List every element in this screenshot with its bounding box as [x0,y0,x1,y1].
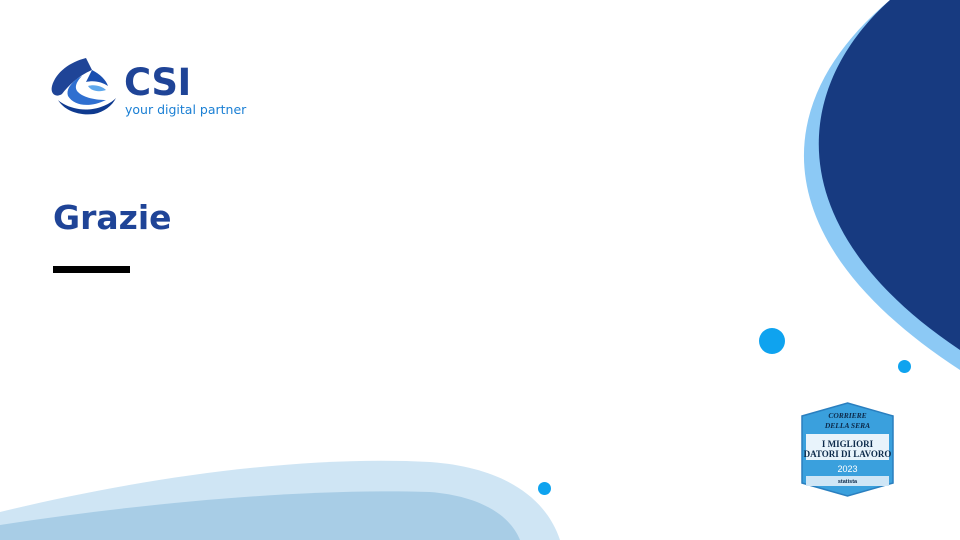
badge-partner: statista [837,479,858,485]
badge-publisher-line1: CORRIERE [828,411,867,420]
badge-publisher-line2: DELLA SERA [824,421,871,430]
badge-award-line1: I MIGLIORI [821,439,874,449]
badge-shape-icon [801,402,894,497]
title-underline [53,266,130,273]
decorative-dot-bottom [538,482,551,495]
csi-logo-mark-icon [51,58,116,115]
decorative-dot-small [898,360,911,373]
bottom-wave-front [0,491,520,540]
logo-tagline: your digital partner [125,102,247,117]
slide-title: Grazie [53,198,172,237]
award-badge: CORRIERE DELLA SERA I MIGLIORI DATORI DI… [800,402,895,497]
badge-award-line2: DATORI DI LAVORO [803,449,892,459]
badge-year: 2023 [837,464,858,474]
logo-wordmark: CSI [124,61,191,104]
csi-logo: CSI your digital partner [48,56,268,126]
right-wave-dark [818,0,960,350]
decorative-dot-large [759,328,785,354]
